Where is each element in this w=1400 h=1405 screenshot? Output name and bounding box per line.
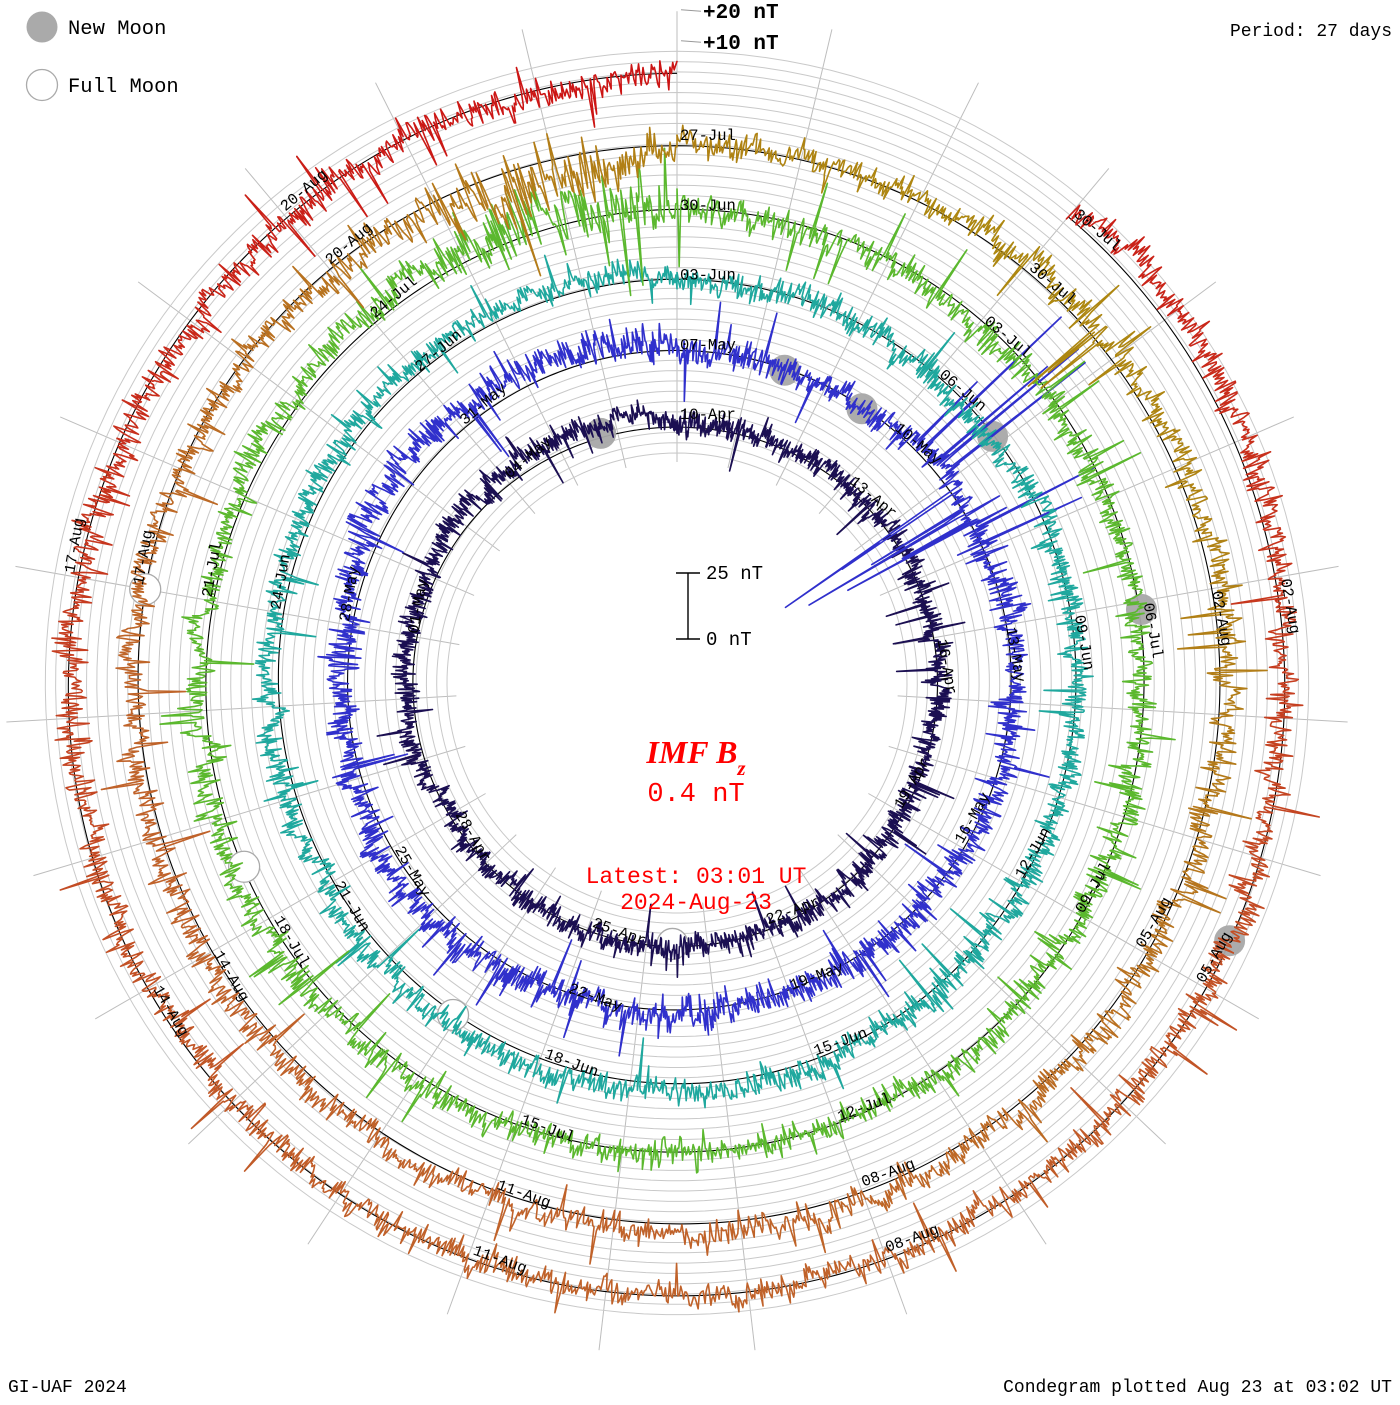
svg-text:2024-Aug-23: 2024-Aug-23 [620,890,772,916]
svg-text:0.4 nT: 0.4 nT [647,780,744,810]
svg-text:Latest: 03:01 UT: Latest: 03:01 UT [586,864,807,890]
svg-text:0 nT: 0 nT [706,629,752,651]
svg-text:30-Jun: 30-Jun [680,197,736,215]
svg-text:10-Apr: 10-Apr [680,406,736,424]
svg-text:Period: 27 days: Period: 27 days [1230,22,1392,42]
svg-text:+10 nT: +10 nT [703,33,779,56]
svg-text:07-May: 07-May [680,336,736,354]
svg-text:25 nT: 25 nT [706,563,763,585]
svg-text:03-Jun: 03-Jun [680,267,736,285]
svg-text:27-Jul: 27-Jul [680,127,736,145]
svg-text:Full Moon: Full Moon [68,76,179,99]
svg-text:New Moon: New Moon [68,18,166,41]
svg-text:GI-UAF 2024: GI-UAF 2024 [8,1378,127,1398]
svg-text:Condegram plotted Aug 23 at 03: Condegram plotted Aug 23 at 03:02 UT [1003,1378,1392,1398]
svg-text:+20 nT: +20 nT [703,2,779,25]
